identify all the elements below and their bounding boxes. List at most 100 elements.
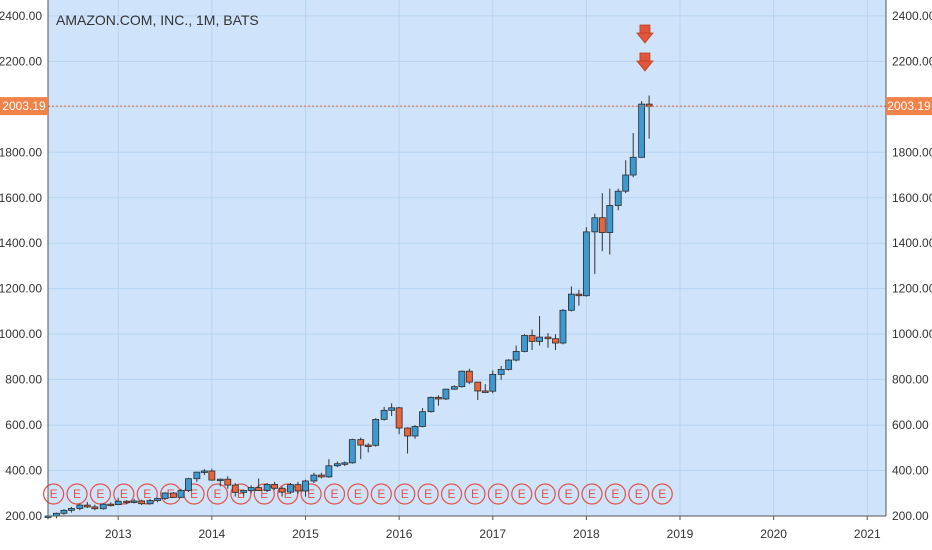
earnings-marker-label: E <box>331 487 339 501</box>
earnings-marker-label: E <box>424 487 432 501</box>
y-tick-label-right: 2200.00 <box>892 54 932 68</box>
earnings-marker[interactable] <box>323 483 346 505</box>
earnings-marker[interactable] <box>300 483 322 505</box>
earnings-marker[interactable] <box>206 483 229 505</box>
y-tick-label-left: 600.00 <box>5 418 42 432</box>
y-tick-label-left: 800.00 <box>5 373 42 387</box>
split-markers[interactable] <box>636 24 654 72</box>
candle-body <box>357 439 365 446</box>
earnings-marker[interactable] <box>230 483 252 505</box>
earnings-marker-label: E <box>190 487 198 501</box>
earnings-marker[interactable] <box>487 483 509 505</box>
y-tick-label-right: 800.00 <box>892 373 929 387</box>
earnings-marker-label: E <box>448 487 456 501</box>
earnings-marker[interactable] <box>440 483 463 505</box>
earnings-marker[interactable] <box>464 483 486 505</box>
candle-body <box>458 370 466 388</box>
candle-body <box>83 504 91 508</box>
candle-body <box>536 336 543 342</box>
y-tick-label-right: 1000.00 <box>892 327 932 341</box>
split-marker-box[interactable] <box>639 52 651 62</box>
y-tick-label-left: 1000.00 <box>0 327 42 341</box>
candle-body <box>271 484 278 489</box>
y-tick-label-left: 2200.00 <box>0 54 42 68</box>
earnings-marker[interactable] <box>581 483 603 505</box>
earnings-marker-label: E <box>471 487 479 501</box>
candle-body <box>76 504 84 509</box>
candle-body <box>278 487 286 493</box>
earnings-marker[interactable] <box>417 483 439 505</box>
split-marker-box[interactable] <box>639 24 651 34</box>
y-tick-label-left: 200.00 <box>5 509 42 523</box>
x-tick-label: 2019 <box>667 527 694 541</box>
y-tick-label-right: 400.00 <box>892 464 929 478</box>
last-price-tag-right <box>886 97 932 116</box>
earnings-marker[interactable] <box>66 483 88 505</box>
earnings-marker[interactable] <box>534 483 556 505</box>
candle-body <box>395 407 403 429</box>
split-marker-arrow-icon[interactable] <box>636 60 654 72</box>
candle-body <box>193 471 201 480</box>
candle-body <box>302 480 309 492</box>
y-tick-label-left: 1800.00 <box>0 145 42 159</box>
x-tick-label: 2016 <box>386 527 413 541</box>
earnings-marker-label: E <box>120 487 128 501</box>
split-marker-arrow-icon[interactable] <box>636 32 654 44</box>
earnings-marker[interactable] <box>511 483 533 505</box>
candle-body <box>567 293 575 311</box>
candle-body <box>240 490 248 493</box>
candle-body <box>130 500 138 503</box>
earnings-marker[interactable] <box>370 483 392 505</box>
candles <box>44 95 653 520</box>
candle-body <box>411 426 419 437</box>
earnings-marker[interactable] <box>253 483 275 505</box>
candle-body <box>216 478 224 482</box>
candle-body <box>161 492 169 499</box>
y-axis-ticks: 200.00 200.00 400.00 400.00 600.00 600.00 800.… <box>0 9 932 523</box>
y-tick-label-right: 1400.00 <box>892 236 932 250</box>
earnings-marker-label: E <box>260 487 268 501</box>
candle-body <box>442 388 450 400</box>
candle-body <box>364 444 372 447</box>
last-price-tags: 2003.19 2003.19 <box>0 97 932 116</box>
y-tick-label-right: 2400.00 <box>892 9 932 23</box>
earnings-marker-label: E <box>565 487 573 501</box>
candle-body <box>138 500 146 505</box>
earnings-marker[interactable] <box>628 483 650 505</box>
candle-body <box>388 407 396 411</box>
x-tick-label: 2020 <box>760 527 787 541</box>
candle-body <box>404 427 411 437</box>
candle-body <box>333 463 341 467</box>
earnings-marker[interactable] <box>43 483 65 505</box>
x-tick-label: 2017 <box>479 527 506 541</box>
candle-body <box>123 500 131 504</box>
y-tick-label-right: 1200.00 <box>892 282 932 296</box>
candle-body <box>60 509 68 514</box>
earnings-marker[interactable] <box>113 483 135 505</box>
candle-body <box>606 205 614 233</box>
earnings-marker-label: E <box>518 487 526 501</box>
earnings-marker-label: E <box>354 487 362 501</box>
candle-body <box>465 370 473 383</box>
candle-body <box>341 462 349 465</box>
candle-body <box>521 335 528 352</box>
candle-body <box>247 487 255 491</box>
earnings-marker-label: E <box>401 487 409 501</box>
candle-body <box>481 390 489 393</box>
earnings-marker[interactable] <box>394 483 416 505</box>
plot-background <box>48 0 886 516</box>
candle-body <box>200 470 208 473</box>
earnings-marker[interactable] <box>347 483 369 505</box>
candle-body <box>91 506 99 510</box>
candle-body <box>544 336 552 340</box>
candle-body <box>591 217 599 233</box>
earnings-marker[interactable] <box>604 483 627 505</box>
earnings-marker[interactable] <box>557 483 580 505</box>
earnings-markers[interactable]: EEEEEEEEEEEEEEEEEEEEEEEEEEE <box>43 483 673 505</box>
earnings-marker[interactable] <box>651 483 673 505</box>
candle-body <box>294 484 302 492</box>
earnings-marker-label: E <box>73 487 81 501</box>
earnings-marker[interactable] <box>277 483 299 505</box>
candle-body <box>154 498 161 501</box>
candle-body <box>559 309 567 344</box>
